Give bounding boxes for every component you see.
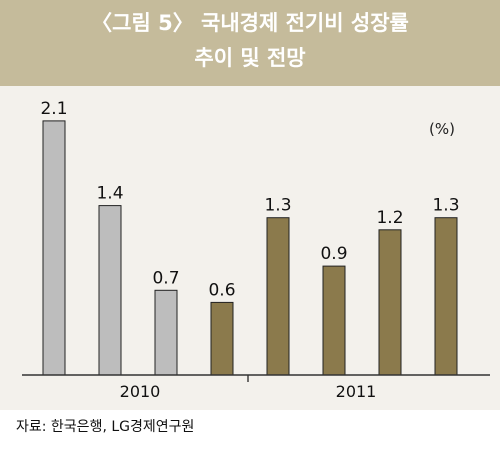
- chart-title-line1: 〈그림 5〉 국내경제 전기비 성장률: [91, 11, 409, 35]
- data-label-2010-4: 0.6: [208, 280, 235, 300]
- bar-2011-2: [322, 265, 346, 376]
- data-label-2011-1: 1.3: [264, 196, 291, 216]
- data-label-2010-2: 1.4: [96, 184, 123, 204]
- title-bar: 〈그림 5〉 국내경제 전기비 성장률 추이 및 전망: [0, 0, 500, 86]
- data-label-2011-4: 1.3: [432, 196, 459, 216]
- plot-area: [0, 86, 500, 410]
- unit-label: (%): [429, 120, 455, 138]
- x-tick-label-2010: 2010: [120, 382, 161, 401]
- bar-2010-1: [42, 120, 66, 376]
- data-label-2010-3: 0.7: [152, 268, 179, 288]
- data-label-2010-1: 2.1: [40, 99, 67, 119]
- bar-2011-3: [378, 229, 402, 376]
- source-note: 자료: 한국은행, LG경제연구원: [16, 419, 195, 435]
- data-label-2011-2: 0.9: [320, 244, 347, 264]
- bar-2010-3: [154, 289, 178, 376]
- chart-title-line2: 추이 및 전망: [194, 46, 306, 70]
- bar-2010-2: [98, 205, 122, 376]
- x-tick-label-2011: 2011: [336, 382, 377, 401]
- bar-2011-4: [434, 217, 458, 376]
- bar-2011-1: [266, 217, 290, 376]
- bar-2010-4: [210, 301, 234, 376]
- data-label-2011-3: 1.2: [376, 208, 403, 228]
